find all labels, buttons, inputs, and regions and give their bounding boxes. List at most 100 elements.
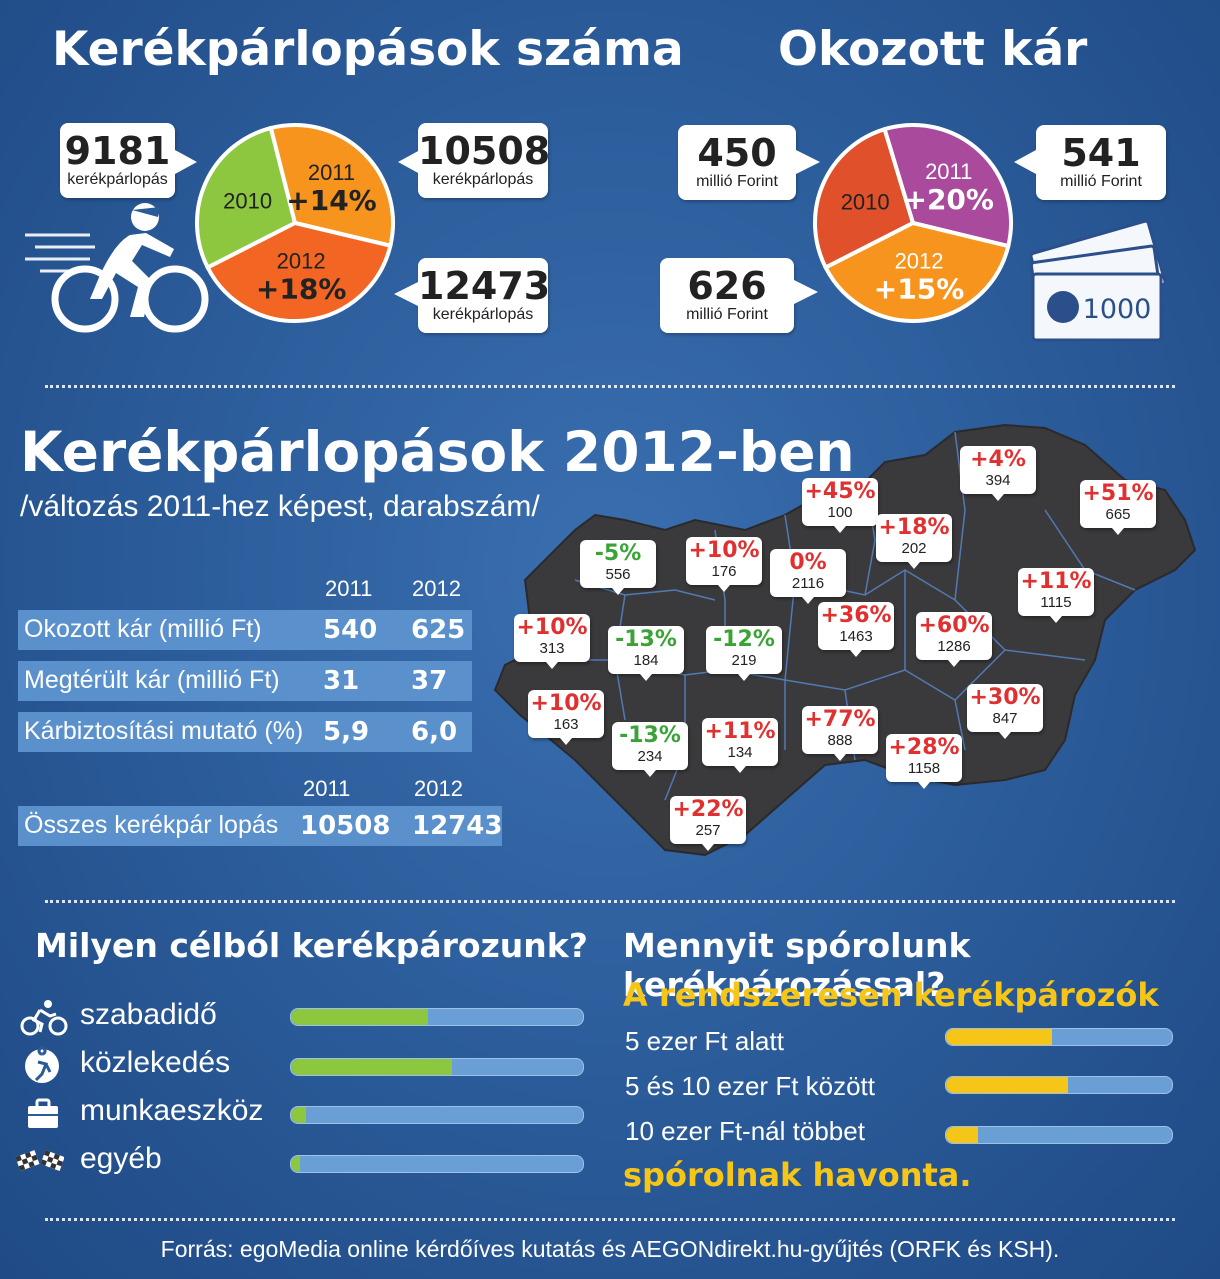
savings-bar-fill [946, 1127, 978, 1143]
map-badge-change: +11% [704, 719, 776, 744]
map-badge-count: 1158 [907, 760, 941, 777]
map-badge: -13% 184 [608, 626, 684, 681]
table-cell: 12743 [412, 811, 503, 841]
map-badge-count: 1463 [839, 628, 873, 645]
pie-slice-2010 [195, 125, 298, 271]
map-badge-count: 202 [901, 540, 927, 557]
map-badge: -5% 556 [580, 540, 656, 595]
bicycle-icon [20, 1000, 68, 1036]
pie-label-change: +15% [874, 273, 964, 306]
map-badge-count: 888 [827, 732, 853, 749]
map-badge-count: 219 [731, 652, 757, 669]
map-badge: +11% 134 [702, 718, 778, 773]
map-badge-count: 234 [637, 748, 663, 765]
table-row: Megtérült kár (millió Ft) 31 37 [18, 661, 472, 701]
table-total-row: Összes kerékpár lopás 10508 12743 [18, 806, 502, 846]
table-cell: 31 [323, 666, 360, 696]
map-badge-change: -5% [594, 541, 642, 566]
map-badge-count: 313 [539, 640, 565, 657]
briefcase-icon [28, 1098, 58, 1128]
pie-label-year: 2011 [925, 159, 972, 184]
table-row-label: Összes kerékpár lopás [24, 811, 279, 839]
map-badge: -12% 219 [706, 626, 782, 681]
table-cell: 625 [411, 615, 466, 645]
savings-footer: spórolnak havonta. [623, 1156, 972, 1194]
thefts-title: Kerékpárlopások száma [52, 22, 684, 77]
commuter-icon [25, 1046, 59, 1083]
map-badge-change: +28% [888, 735, 960, 760]
source-text: Forrás: egoMedia online kérdőíves kutatá… [160, 1236, 1060, 1262]
map-badge-change: +36% [820, 603, 892, 628]
pie-label-year: 2010 [841, 190, 890, 215]
thefts-pie-chart: 2010 2011+14% 2012+18% [195, 123, 395, 323]
map-badge-change: +11% [1020, 569, 1092, 594]
table-cell: 10508 [300, 811, 391, 841]
pie-label-change: +20% [903, 183, 993, 216]
table-col-2012: 2012 [412, 576, 461, 601]
map-badge-count: 163 [553, 716, 579, 733]
map-badge: +36% 1463 [818, 602, 894, 657]
pie-slice-2011 [268, 123, 395, 249]
damage-pie-labels: 2010 2011+20% 2012+15% [841, 159, 994, 305]
purpose-title: Milyen célból kerékpározunk? [35, 926, 588, 965]
savings-bar [945, 1028, 1173, 1046]
table-row-label: Megtérült kár (millió Ft) [24, 666, 280, 694]
map-badge-count: 134 [727, 744, 753, 761]
savings-bar-fill [946, 1029, 1053, 1045]
callout-unit: millió Forint [696, 173, 778, 190]
map-badge: +10% 176 [686, 537, 762, 592]
total-col-2011: 2011 [303, 776, 351, 801]
callout-unit: kerékpárlopás [432, 306, 534, 323]
banknotes-icon: 1000 [1029, 219, 1167, 342]
damage-pie-slices [813, 123, 1013, 323]
map-badge-change: -13% [615, 627, 677, 652]
thefts-pie-slices [195, 123, 395, 323]
checkered-flags-icon [16, 1150, 64, 1171]
map-badge: +45% 100 [802, 478, 878, 533]
map-subtitle: /változás 2011-hez képest, darabszám/ [20, 490, 540, 523]
callout-value: 626 [687, 264, 767, 308]
map-badge-count: 2116 [791, 575, 825, 592]
map-badge-count: 1286 [937, 638, 971, 655]
callout-unit: kerékpárlopás [432, 171, 534, 188]
savings-label: 5 és 10 ezer Ft között [625, 1071, 876, 1101]
pie-label-year: 2012 [277, 249, 326, 274]
callout-2011-damage: 541 millió Forint [1036, 125, 1166, 200]
callout-2010-damage: 450 millió Forint [678, 125, 796, 200]
pie-slice-2012 [822, 220, 1011, 323]
callout-2011-thefts: 10508 kerékpárlopás [418, 123, 550, 198]
total-col-2012: 2012 [414, 776, 463, 801]
map-badge-change: +51% [1082, 481, 1154, 506]
table-cell: 6,0 [411, 717, 458, 747]
pie-label-year: 2011 [308, 160, 355, 185]
callout-2010-thefts: 9181 kerékpárlopás [60, 123, 175, 198]
map-badge-count: 176 [711, 563, 737, 580]
thefts-pie-labels: 2010 2011+14% 2012+18% [223, 160, 377, 306]
cyclist-icon [25, 203, 209, 333]
map-badge: +28% 1158 [886, 734, 962, 789]
map-badge-count: 394 [985, 472, 1011, 489]
purpose-bar [290, 1008, 584, 1026]
map-badge-count: 556 [605, 566, 631, 583]
map-badge-change: +60% [918, 613, 990, 638]
map-badge-change: +10% [516, 615, 588, 640]
callout-2012-thefts: 12473 kerékpárlopás [418, 258, 550, 333]
map-badge-change: +77% [804, 707, 876, 732]
purpose-bar [290, 1155, 584, 1173]
map-badge: +77% 888 [802, 706, 878, 761]
map-badge-count: 1115 [1040, 594, 1072, 611]
savings-label: 10 ezer Ft-nál többet [625, 1116, 865, 1146]
map-badge: +60% 1286 [916, 612, 992, 667]
map-badge-count: 847 [992, 710, 1018, 727]
table-row: Kárbiztosítási mutató (%) 5,9 6,0 [18, 712, 472, 752]
map-badge: +18% 202 [876, 514, 952, 569]
map-badge: -13% 234 [612, 722, 688, 777]
pie-label-year: 2012 [895, 249, 944, 274]
purpose-bar-fill [291, 1059, 452, 1075]
purpose-bar [290, 1106, 584, 1124]
savings-bar [945, 1076, 1173, 1094]
map-badge: +10% 163 [528, 690, 604, 745]
savings-label: 5 ezer Ft alatt [625, 1026, 784, 1056]
callout-value: 450 [697, 131, 777, 175]
map-badge: +10% 313 [514, 614, 590, 669]
